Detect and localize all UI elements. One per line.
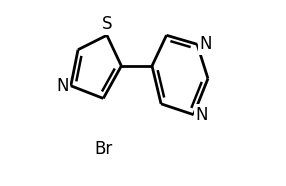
Text: N: N: [57, 77, 69, 95]
Text: S: S: [102, 15, 112, 33]
Text: N: N: [199, 35, 211, 53]
Text: Br: Br: [94, 140, 112, 158]
Text: N: N: [195, 106, 208, 124]
